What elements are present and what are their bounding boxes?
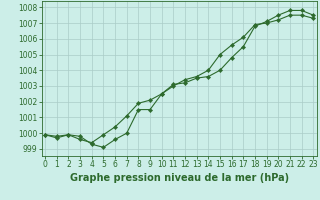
X-axis label: Graphe pression niveau de la mer (hPa): Graphe pression niveau de la mer (hPa) bbox=[70, 173, 289, 183]
